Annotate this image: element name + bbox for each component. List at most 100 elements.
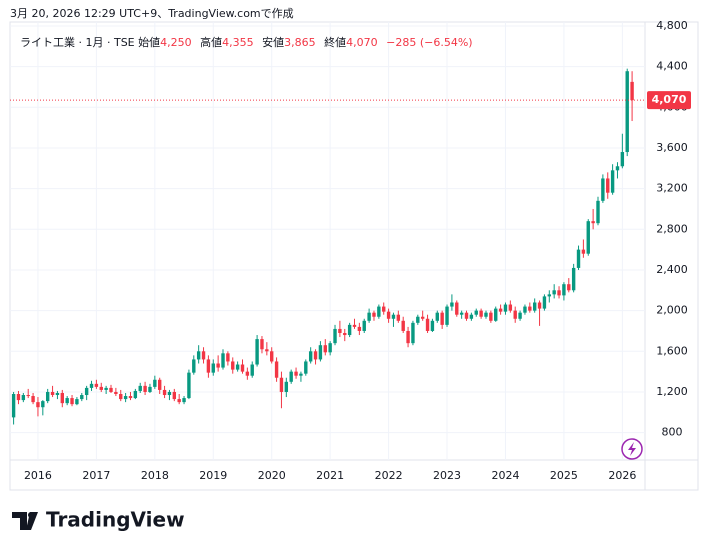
candle-body [601,178,605,201]
candle-body [323,345,327,353]
candle-body [221,353,225,368]
low-label: 安値 [262,36,285,49]
candle-body [231,361,235,370]
open-label: 始値 [138,36,161,49]
candle-body [99,386,103,390]
x-tick-label: 2017 [82,469,110,482]
candle-body [274,361,279,378]
y-tick-label: 1,200 [656,385,688,398]
x-tick-label: 2025 [550,469,578,482]
candle-body [552,290,556,295]
candle-body [440,312,444,325]
candle-body [153,379,157,387]
candle-body [148,386,152,392]
candle-body [123,396,128,400]
candle-body [333,328,337,344]
candle-body [352,324,357,327]
candle-body [411,322,415,344]
candle-body [606,178,610,193]
candle-body [489,312,493,321]
candle-body [55,392,60,396]
candle-body [362,320,366,331]
candle-body [235,364,240,370]
candle-body [620,152,625,167]
candle-body [435,312,439,321]
candle-body [581,249,586,254]
candle-body [401,320,405,331]
candle-body [270,351,274,362]
candle-body [425,318,430,331]
candle-body [11,394,16,418]
candle-body [138,385,142,391]
candle-body [162,389,167,396]
y-tick-label: 2,400 [656,263,688,276]
candle-body [372,312,376,317]
x-tick-label: 2026 [608,469,636,482]
symbol: ライト工業 · 1月 · TSE [20,36,135,49]
candle-body [182,398,186,403]
candle-body [94,383,99,387]
candle-body [216,363,220,368]
candle-body [547,294,551,297]
candle-body [464,312,469,319]
candle-body [240,364,245,372]
candle-body [250,364,254,376]
y-tick-label: 800 [662,426,683,439]
candle-body [343,333,347,336]
last-price-box [647,91,691,110]
y-tick-label: 4,800 [656,19,688,32]
x-tick-label: 2022 [375,469,403,482]
candle-body [503,304,508,312]
candle-body [45,391,50,402]
candle-body [289,371,293,382]
candle-body [494,308,498,321]
candle-body [508,304,513,311]
candle-body [109,387,113,392]
x-tick-label: 2019 [199,469,227,482]
x-tick-label: 2016 [24,469,52,482]
legend: ライト工業 · 1月 · TSE 始値4,250 高値4,355 安値3,865… [20,34,478,50]
candle-body [377,306,381,317]
logo-icon [12,512,38,530]
candle-body [187,372,191,399]
candle-body [586,221,590,254]
candle-body [70,398,74,405]
candle-body [128,396,133,399]
candle-body [308,351,313,362]
last-price-label: 4,070 [652,93,687,106]
low-value: 3,865 [284,36,316,49]
candle-body [386,311,391,319]
y-tick-label: 3,200 [656,182,688,195]
y-tick-label: 3,600 [656,141,688,154]
candle-body [206,359,211,373]
candle-body [523,306,527,313]
candle-body [455,302,459,315]
candle-body [416,316,420,323]
high-value: 4,355 [222,36,254,49]
candle-body [625,71,629,153]
y-tick-label: 2,000 [656,304,688,317]
candle-body [31,396,35,403]
candle-body [172,391,177,400]
candle-body [420,316,425,319]
candle-body [542,296,547,309]
close-value: 4,070 [346,36,378,49]
candle-body [576,249,581,268]
candle-body [284,381,289,392]
candle-body [89,383,94,388]
candle-body [75,399,79,405]
candle-body [114,391,118,394]
candle-body [265,349,269,352]
candle-body [104,387,108,390]
candle-body [528,306,532,311]
bolt-glyph [628,442,636,456]
candle-body [532,302,537,311]
candle-body [630,81,634,101]
candle-body [615,166,620,171]
candle-body [396,314,401,321]
candle-body [313,351,318,360]
x-tick-label: 2024 [491,469,519,482]
candle-body [484,312,488,317]
candle-body [459,312,464,315]
